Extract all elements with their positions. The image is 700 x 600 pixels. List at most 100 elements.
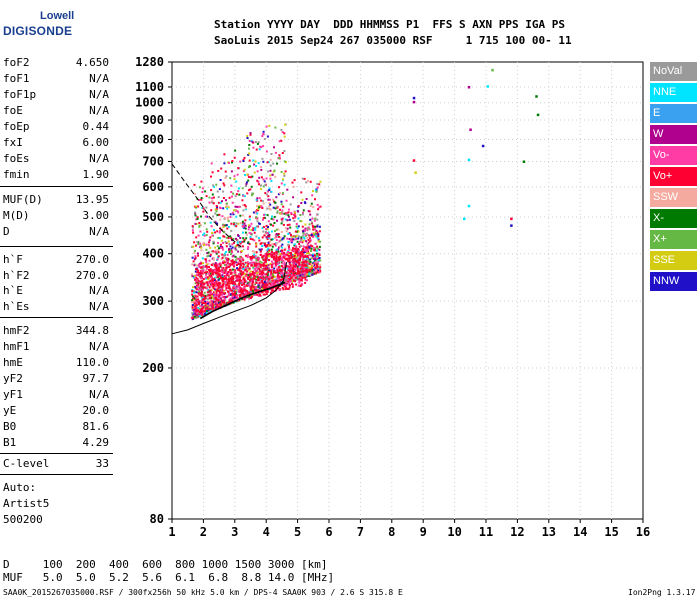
echo-pixel <box>258 282 261 285</box>
echo-pixel <box>267 264 270 267</box>
echo-pixel <box>199 287 202 290</box>
echo-pixel <box>229 300 232 303</box>
echo-pixel <box>227 240 230 243</box>
echo-pixel <box>303 264 306 267</box>
echo-pixel <box>246 290 249 293</box>
echo-pixel <box>231 289 234 292</box>
echo-pixel <box>306 255 308 258</box>
echo-pixel <box>192 231 195 234</box>
echo-pixel <box>216 289 219 292</box>
echo-pixel <box>259 145 262 148</box>
echo-pixel <box>229 245 232 248</box>
echo-pixel <box>301 241 304 244</box>
echo-pixel <box>244 261 247 264</box>
param-label: h`Es <box>3 299 30 313</box>
echo-pixel <box>219 264 222 267</box>
echo-pixel <box>281 286 284 289</box>
echo-pixel <box>226 216 229 219</box>
echo-pixel <box>285 230 288 232</box>
echo-pixel <box>239 267 242 269</box>
echo-pixel <box>249 132 252 135</box>
clevel-label: C-level <box>3 457 50 470</box>
echo-pixel <box>247 281 250 284</box>
echo-pixel <box>212 242 215 245</box>
echo-pixel <box>227 270 230 273</box>
param-row: fxI 6.00 <box>3 136 109 151</box>
echo-pixel <box>267 236 270 239</box>
echo-pixel <box>205 195 208 198</box>
echo-pixel <box>202 286 205 289</box>
echo-pixel <box>222 190 225 193</box>
echo-pixel <box>218 247 220 250</box>
echo-pixel <box>218 231 221 234</box>
echo-pixel <box>197 270 200 273</box>
echo-pixel <box>195 280 198 282</box>
echo-pixel <box>211 304 214 307</box>
echo-pixel <box>278 278 281 281</box>
echo-pixel <box>288 255 291 257</box>
echo-pixel <box>298 277 301 280</box>
echo-pixel <box>300 237 303 240</box>
param-label: foF1p <box>3 88 37 101</box>
echo-pixel <box>235 274 238 277</box>
echo-pixel <box>270 255 273 257</box>
echo-pixel <box>224 277 227 280</box>
echo-pixel <box>229 235 232 238</box>
echo-pixel <box>248 215 251 218</box>
echo-pixel <box>278 260 281 263</box>
echo-pixel <box>233 261 236 264</box>
x-tick-label: 16 <box>636 525 650 539</box>
echo-pixel <box>195 264 198 267</box>
echo-pixel <box>315 225 318 228</box>
echo-pixel <box>209 284 212 287</box>
echo-pixel <box>234 255 237 258</box>
echo-point <box>412 159 416 162</box>
echo-pixel <box>194 305 197 308</box>
echo-pixel <box>241 220 244 223</box>
x-tick-label: 6 <box>325 525 332 539</box>
echo-pixel <box>298 249 300 252</box>
echo-pixel <box>205 265 208 268</box>
clevel-row: C-level 33 <box>3 457 109 472</box>
echo-pixel <box>251 282 254 285</box>
echo-pixel <box>264 282 267 284</box>
echo-pixel <box>219 237 222 240</box>
echo-pixel <box>286 257 289 260</box>
echo-pixel <box>255 245 258 248</box>
echo-pixel <box>233 265 235 268</box>
echo-pixel <box>234 246 237 249</box>
echo-pixel <box>256 279 259 282</box>
echo-pixel <box>251 288 254 291</box>
echo-pixel <box>202 210 205 213</box>
echo-pixel <box>287 269 290 272</box>
echo-pixel <box>246 135 249 137</box>
echo-pixel <box>286 219 289 222</box>
echo-pixel <box>252 159 255 162</box>
echo-pixel <box>264 277 267 280</box>
echo-pixel <box>204 190 207 193</box>
echo-pixel <box>196 311 199 314</box>
echo-pixel <box>290 280 292 283</box>
param-row: MUF(D) 13.95 <box>3 193 109 208</box>
echo-pixel <box>263 234 266 237</box>
echo-pixel <box>250 286 253 289</box>
echo-pixel <box>219 218 222 221</box>
echo-pixel <box>274 265 277 268</box>
param-label: foE <box>3 104 23 117</box>
echo-pixel <box>247 262 250 265</box>
echo-pixel <box>292 185 295 188</box>
echo-pixel <box>200 246 203 249</box>
echo-pixel <box>287 275 290 278</box>
echo-pixel <box>225 242 228 245</box>
echo-pixel <box>285 253 288 256</box>
echo-pixel <box>193 297 196 300</box>
echo-pixel <box>269 240 272 243</box>
echo-pixel <box>254 141 257 143</box>
echo-pixel <box>288 223 291 226</box>
echo-pixel <box>210 299 213 302</box>
echo-pixel <box>217 269 220 272</box>
logo-lowell: Lowell <box>40 10 75 22</box>
echo-pixel <box>313 246 316 249</box>
echo-pixel <box>291 238 294 241</box>
echo-pixel <box>242 271 245 274</box>
